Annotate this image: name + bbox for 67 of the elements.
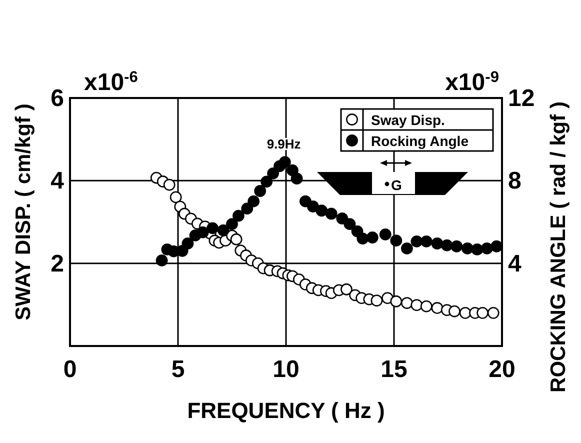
point (431, 238, 444, 250)
point (480, 242, 493, 254)
legend-label: Sway Disp. (371, 112, 445, 128)
y-tick-label: 2 (50, 250, 64, 278)
point (356, 232, 369, 244)
point (170, 191, 182, 204)
point (290, 172, 303, 185)
y-tick-label: 6 (50, 85, 64, 112)
point (459, 306, 472, 319)
text: x10$^{-9}$ (445, 68, 500, 96)
x-axis-title: FREQUENCY ( Hz ) (187, 398, 385, 423)
point (390, 234, 402, 247)
point (410, 235, 423, 248)
point (410, 299, 423, 312)
point (163, 178, 176, 191)
y-axis-title: SWAY DISP. ( cm/kgf ) (12, 104, 35, 320)
point (254, 185, 266, 197)
point (401, 242, 413, 254)
y2-tick-label: 12 (508, 85, 535, 112)
point (370, 294, 383, 306)
x-tick-label: 20 (488, 356, 516, 383)
point (206, 222, 219, 234)
point (366, 232, 378, 244)
point (420, 235, 432, 248)
point (325, 208, 338, 220)
point (448, 305, 460, 318)
annotation: G (391, 177, 402, 193)
y2-tick-label: 8 (508, 168, 522, 195)
point (390, 295, 402, 308)
point (487, 306, 500, 319)
point (260, 176, 273, 188)
x-tick-label: 15 (380, 356, 408, 383)
point (316, 204, 328, 217)
point (226, 218, 238, 230)
point (471, 244, 484, 256)
point (461, 242, 474, 254)
point (431, 302, 444, 314)
point (450, 240, 463, 252)
point (232, 210, 244, 222)
point (182, 238, 194, 250)
point (307, 200, 319, 212)
point (344, 218, 356, 230)
point (241, 202, 254, 215)
point (336, 212, 348, 224)
x-tick-label: 10 (272, 356, 300, 383)
y-tick-label: 4 (50, 168, 65, 195)
y2-axis-title: ROCKING ANGLE ( rad / kgf ) (547, 102, 570, 392)
point (379, 228, 392, 240)
point (286, 164, 298, 176)
y2-tick-label: 4 (508, 250, 522, 278)
point (156, 254, 168, 266)
x-tick-label: 0 (63, 356, 77, 383)
point (267, 167, 279, 180)
point (476, 306, 489, 319)
point (420, 300, 432, 312)
point (248, 195, 260, 208)
text: x10$^{-6}$ (84, 68, 138, 96)
point (217, 224, 230, 236)
legend-label: Rocking Angle (371, 133, 469, 149)
foundation-diagram: G (317, 160, 468, 195)
point (230, 233, 242, 246)
point (440, 239, 453, 252)
point (340, 283, 352, 296)
point (278, 156, 291, 168)
point (196, 226, 209, 238)
point (401, 297, 413, 309)
x-tick-label: 5 (171, 356, 185, 383)
